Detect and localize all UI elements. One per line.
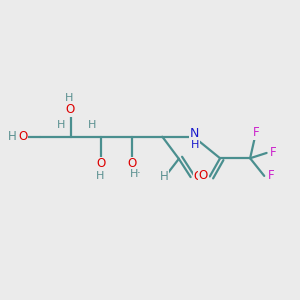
Text: N: N xyxy=(190,127,200,140)
Text: F: F xyxy=(267,169,274,182)
Text: H: H xyxy=(190,140,199,150)
Text: O: O xyxy=(66,103,75,116)
Text: O: O xyxy=(194,170,203,183)
Text: O: O xyxy=(18,130,27,143)
Text: O: O xyxy=(199,169,208,182)
Text: H: H xyxy=(8,130,17,143)
Text: F: F xyxy=(253,126,259,140)
Text: F: F xyxy=(270,146,276,159)
Text: H: H xyxy=(88,120,96,130)
Text: ·: · xyxy=(136,167,140,180)
Text: H: H xyxy=(160,170,169,183)
Text: H: H xyxy=(65,93,73,103)
Text: O: O xyxy=(128,157,137,170)
Text: H: H xyxy=(96,171,104,181)
Text: O: O xyxy=(97,157,106,170)
Text: H: H xyxy=(130,169,139,179)
Text: H: H xyxy=(57,120,65,130)
